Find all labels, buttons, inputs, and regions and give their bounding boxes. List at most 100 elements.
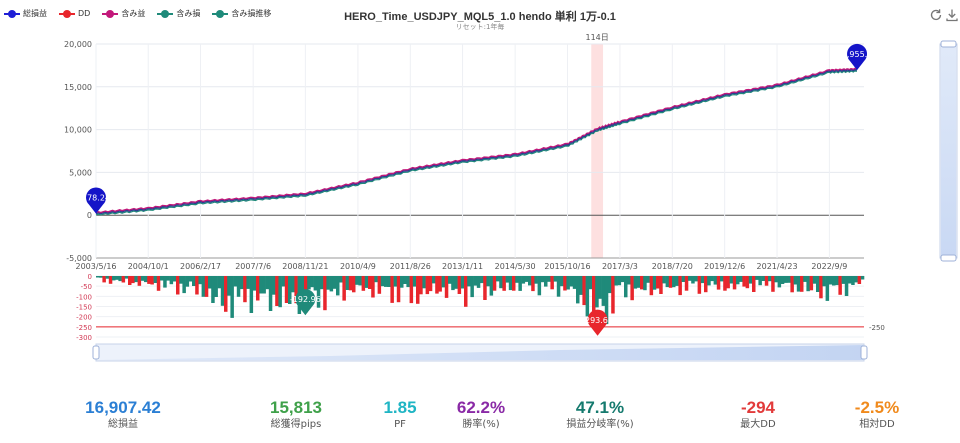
vzoom-handle-bottom[interactable] [940,254,957,262]
dd-reference-label: -250 [869,324,885,332]
dd-bar [700,276,705,284]
legend-marker-icon [212,9,229,18]
dd-bar [380,276,385,287]
dd-bar [627,276,631,285]
dd-bar [166,276,170,281]
dd-bar [150,276,154,285]
dd-bar [656,276,660,289]
stat-item: 1.85 PF [320,398,480,432]
dd-bar [326,276,330,290]
dd-bar [672,276,676,288]
dd-bar [841,276,846,284]
dd-bar [518,276,522,291]
dd-bar [361,276,366,291]
dd-bar [694,276,698,282]
dd-bar [528,276,532,286]
zoom-handle-right[interactable] [860,345,868,360]
dd-bar [182,276,186,294]
dd-bar [652,276,657,290]
dd-bar [368,276,372,289]
dd-bar [409,276,414,304]
dd-bar [608,276,612,294]
dd-bar [553,276,558,282]
dd-bar [256,276,260,301]
stat-value: 15,813 [270,398,322,417]
legend-item[interactable]: 含み益 [102,8,145,19]
x-tick-label: 2007/7/6 [235,262,271,271]
refresh-icon[interactable] [929,8,943,22]
zoom-handle-left[interactable] [92,345,100,360]
dd-bar [691,276,695,284]
dd-bar [710,276,714,282]
dd-bar [646,276,650,283]
dd-bar [662,276,666,284]
dd-bar [480,276,484,284]
dd-bar [358,276,362,286]
x-tick-label: 2014/5/30 [495,262,536,271]
dd-bar [387,276,391,287]
series-line-total-profit [95,69,858,215]
dd-marker-pin [587,309,608,336]
dd-bar [105,276,110,279]
dd-bar [729,276,734,284]
dd-bar [288,276,292,304]
x-tick-label: 2021/4/23 [757,262,798,271]
legend-item[interactable]: 含み損 [157,8,200,19]
dd-bar [345,276,350,290]
dd-bar [278,276,282,308]
dd-bar [342,276,346,301]
dd-bar [102,276,106,283]
dd-bar [636,276,641,288]
dd-bar [473,276,478,286]
stat-label: 相対DD [859,419,895,430]
dd-bar [147,276,151,284]
highlight-band [591,44,604,258]
dd-bar [185,276,190,287]
dd-bar [675,276,679,286]
dd-bar [249,276,254,313]
dd-bar [393,276,398,287]
vzoom-handle-top[interactable] [940,40,957,48]
legend-item[interactable]: 総損益 [4,8,47,19]
dd-bar [678,276,682,296]
dd-bar [572,276,577,289]
dd-y-tick-label: -50 [81,283,92,291]
dd-bar [739,276,743,282]
dd-bar [748,276,753,284]
vertical-zoom-slider[interactable] [939,40,958,262]
legend-label: 含み損 [176,9,201,18]
dd-bar [489,276,494,296]
dd-y-tick-label: -150 [76,304,92,312]
dd-bar [822,276,826,287]
dd-bar [416,276,420,304]
zoom-slider[interactable] [92,343,868,362]
equity-marker-label: 16,955.06 [837,50,878,59]
dd-bar [236,276,241,297]
dd-bar [208,276,212,289]
legend-item[interactable]: 含み損推移 [212,8,271,19]
dd-bar [640,276,644,290]
y-tick-label: 5,000 [69,168,92,177]
dd-bar [204,276,209,297]
dd-bar [688,276,692,281]
dd-bar [777,276,782,288]
stat-value: 47.1% [575,398,625,417]
dd-bar [771,276,775,292]
dd-bar [780,276,785,284]
legend-item[interactable]: DD [59,8,90,19]
dd-bar [444,276,449,298]
x-tick-label: 2022/9/9 [811,262,847,271]
dd-bar [265,276,270,290]
x-tick-label: 2015/10/16 [544,262,590,271]
dd-bar [371,276,375,298]
dd-bar [809,276,814,291]
download-icon[interactable] [945,8,959,22]
summary-stats: 16,907.42 総損益 15,813 総獲得pips 1.85 PF 62.2% 勝率(%… [0,398,960,438]
dd-bar [844,276,849,296]
dd-bar [188,276,193,282]
dd-bar [668,276,673,288]
series-line-unrealized-profit [95,67,858,214]
legend-label: 含み損推移 [231,9,272,18]
dd-bar [537,276,542,296]
dd-bar [179,276,183,284]
